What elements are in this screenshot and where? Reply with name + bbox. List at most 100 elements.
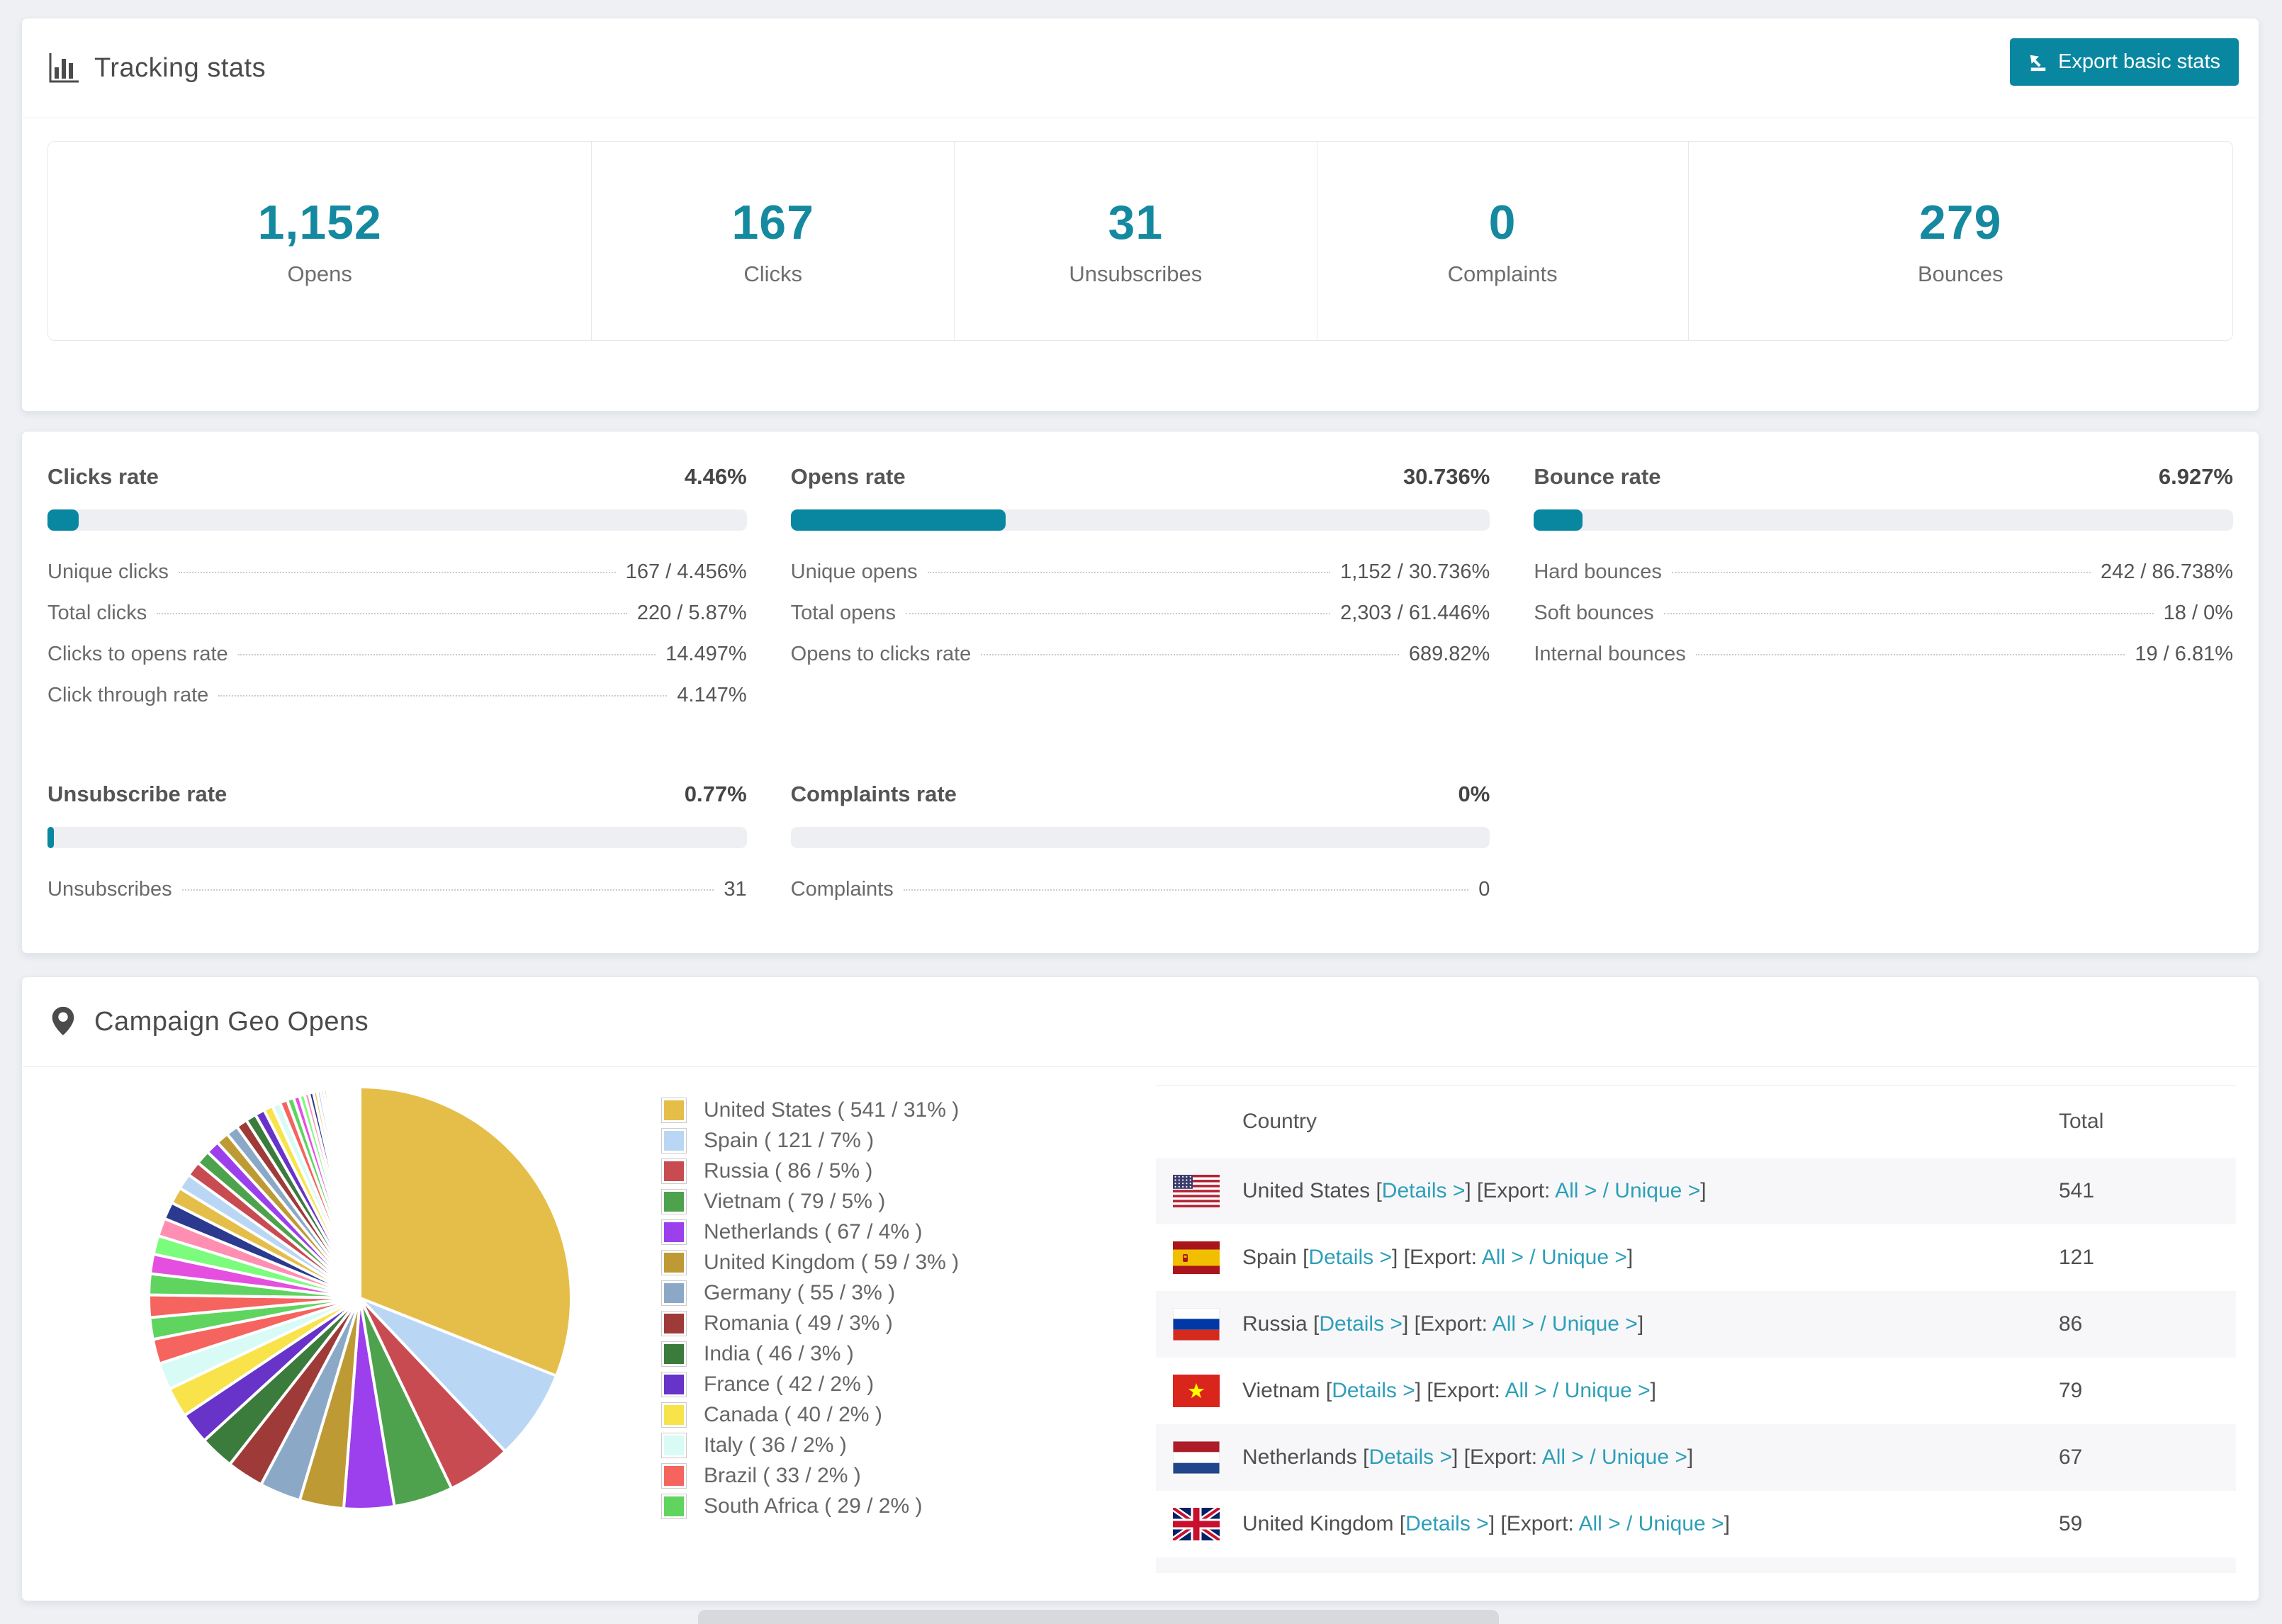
export-unique-link[interactable]: Unique >	[1551, 1312, 1638, 1336]
details-link[interactable]: Details >	[1319, 1312, 1403, 1336]
legend-swatch	[661, 1097, 687, 1123]
export-unique-link[interactable]: Unique >	[1638, 1512, 1724, 1535]
rate-progress-track	[1534, 509, 2233, 531]
legend-swatch	[661, 1249, 687, 1275]
details-link[interactable]: Details >	[1308, 1246, 1392, 1269]
summary-stats-row: 1,152 Opens 167 Clicks 31 Unsubscribes 0 Compla…	[47, 141, 2233, 341]
rate-row-value: 31	[724, 878, 747, 901]
rate-row-value: 167 / 4.456%	[625, 560, 747, 583]
legend-item: Canada ( 40 / 2% )	[661, 1399, 959, 1430]
legend-label: Russia ( 86 / 5% )	[704, 1158, 873, 1183]
rate-title: Opens rate	[790, 464, 906, 489]
legend-item: India ( 46 / 3% )	[661, 1338, 959, 1369]
export-unique-link[interactable]: Unique >	[1614, 1179, 1701, 1202]
legend-label: South Africa ( 29 / 2% )	[704, 1494, 923, 1518]
legend-label: France ( 42 / 2% )	[704, 1372, 875, 1396]
rate-title: Unsubscribe rate	[47, 782, 227, 806]
stat-label: Opens	[287, 261, 352, 286]
rate-rows: Unsubscribes 31	[47, 878, 747, 919]
legend-color	[664, 1191, 684, 1212]
legend-color	[664, 1222, 684, 1242]
rate-progress-fill	[790, 509, 1006, 531]
pie-legend: United States ( 541 / 31% ) Spain ( 121 /…	[661, 1095, 959, 1521]
tracking-stats-header: Tracking stats Export basic stats	[22, 18, 2259, 118]
rate-value: 4.46%	[684, 464, 747, 489]
legend-item: France ( 42 / 2% )	[661, 1369, 959, 1399]
details-link[interactable]: Details >	[1368, 1445, 1453, 1469]
dotted-leader	[1671, 572, 2091, 573]
legend-color	[664, 1465, 684, 1486]
rate-title: Clicks rate	[47, 464, 159, 489]
rate-row-value: 18 / 0%	[2163, 602, 2233, 624]
dotted-leader	[237, 654, 656, 655]
bracket: ]	[1724, 1512, 1730, 1535]
legend-color	[664, 1404, 684, 1425]
rate-row-label: Clicks to opens rate	[47, 643, 228, 665]
rate-row-value: 242 / 86.738%	[2100, 560, 2233, 583]
legend-item: Romania ( 49 / 3% )	[661, 1308, 959, 1338]
country-flag-icon-es	[1173, 1241, 1220, 1274]
geo-table-row: United States [Details >] [Export: All >…	[1156, 1158, 2236, 1224]
link-separator: /	[1597, 1179, 1615, 1202]
export-unique-link[interactable]: Unique >	[1564, 1379, 1651, 1402]
legend-label: United States ( 541 / 31% )	[704, 1098, 960, 1122]
legend-label: Canada ( 40 / 2% )	[704, 1402, 882, 1426]
legend-swatch	[661, 1158, 687, 1184]
legend-color	[664, 1100, 684, 1120]
horizontal-scrollbar-thumb[interactable]	[698, 1610, 1499, 1624]
export-all-link[interactable]: All >	[1505, 1379, 1547, 1402]
country-flag-icon-ru	[1173, 1308, 1220, 1341]
legend-item: Russia ( 86 / 5% )	[661, 1156, 959, 1186]
rate-rows: Hard bounces 242 / 86.738% Soft bounces 18 …	[1534, 560, 2233, 684]
bracket: ] [Export:	[1402, 1312, 1493, 1336]
export-all-link[interactable]: All >	[1555, 1179, 1597, 1202]
dotted-leader	[178, 572, 616, 573]
rate-row-label: Hard bounces	[1534, 560, 1662, 583]
geo-table-row: United Kingdom [Details >] [Export: All …	[1156, 1491, 2236, 1557]
legend-swatch	[661, 1402, 687, 1428]
legend-swatch	[661, 1371, 687, 1397]
country-flag-icon-vn	[1173, 1375, 1220, 1407]
rate-row: Hard bounces 242 / 86.738%	[1534, 560, 2233, 602]
rate-section-header: Unsubscribe rate 0.77%	[47, 782, 747, 807]
rate-progress-track	[790, 827, 1490, 848]
export-basic-stats-button[interactable]: Export basic stats	[2010, 38, 2239, 86]
column-header-total: Total	[2059, 1110, 2104, 1133]
row-total: 86	[2059, 1312, 2083, 1336]
row-total: 67	[2059, 1445, 2083, 1469]
country-cell: United Kingdom [Details >] [Export: All …	[1242, 1512, 2059, 1536]
rate-row-value: 689.82%	[1408, 643, 1490, 665]
dotted-leader	[1663, 613, 2154, 614]
details-link[interactable]: Details >	[1381, 1179, 1466, 1202]
export-unique-link[interactable]: Unique >	[1601, 1445, 1687, 1469]
rate-progress-track	[790, 509, 1490, 531]
rate-section-unsubscribe-rate: Unsubscribe rate 0.77% Unsubscribes 31	[47, 782, 747, 919]
bracket: ] [Export:	[1415, 1379, 1505, 1402]
export-all-link[interactable]: All >	[1481, 1246, 1524, 1269]
row-total: 79	[2059, 1379, 2083, 1402]
row-total: 541	[2059, 1179, 2095, 1202]
legend-item: United Kingdom ( 59 / 3% )	[661, 1247, 959, 1278]
dotted-leader	[905, 613, 1331, 614]
rate-row: Unique opens 1,152 / 30.736%	[791, 560, 1490, 602]
legend-label: Spain ( 121 / 7% )	[704, 1128, 875, 1152]
export-all-link[interactable]: All >	[1541, 1445, 1584, 1469]
dotted-leader	[157, 613, 627, 614]
link-separator: /	[1534, 1312, 1552, 1336]
bar-chart-icon	[47, 52, 80, 84]
legend-item: Italy ( 36 / 2% )	[661, 1430, 959, 1460]
rate-section-opens-rate: Opens rate 30.736% Unique opens 1,152 / 30.…	[790, 464, 1490, 725]
stat-box-unsubscribes: 31 Unsubscribes	[955, 142, 1317, 340]
details-link[interactable]: Details >	[1332, 1379, 1415, 1402]
details-link[interactable]: Details >	[1405, 1512, 1489, 1535]
stat-box-bounces: 279 Bounces	[1689, 142, 2232, 340]
rate-row: Unsubscribes 31	[47, 878, 747, 919]
rate-row: Complaints 0	[791, 878, 1490, 919]
export-all-link[interactable]: All >	[1578, 1512, 1621, 1535]
dotted-leader	[927, 572, 1331, 573]
export-unique-link[interactable]: Unique >	[1541, 1246, 1627, 1269]
rate-row: Total clicks 220 / 5.87%	[47, 602, 747, 643]
stat-box-clicks: 167 Clicks	[592, 142, 955, 340]
export-all-link[interactable]: All >	[1492, 1312, 1534, 1336]
rate-row-value: 1,152 / 30.736%	[1340, 560, 1490, 583]
